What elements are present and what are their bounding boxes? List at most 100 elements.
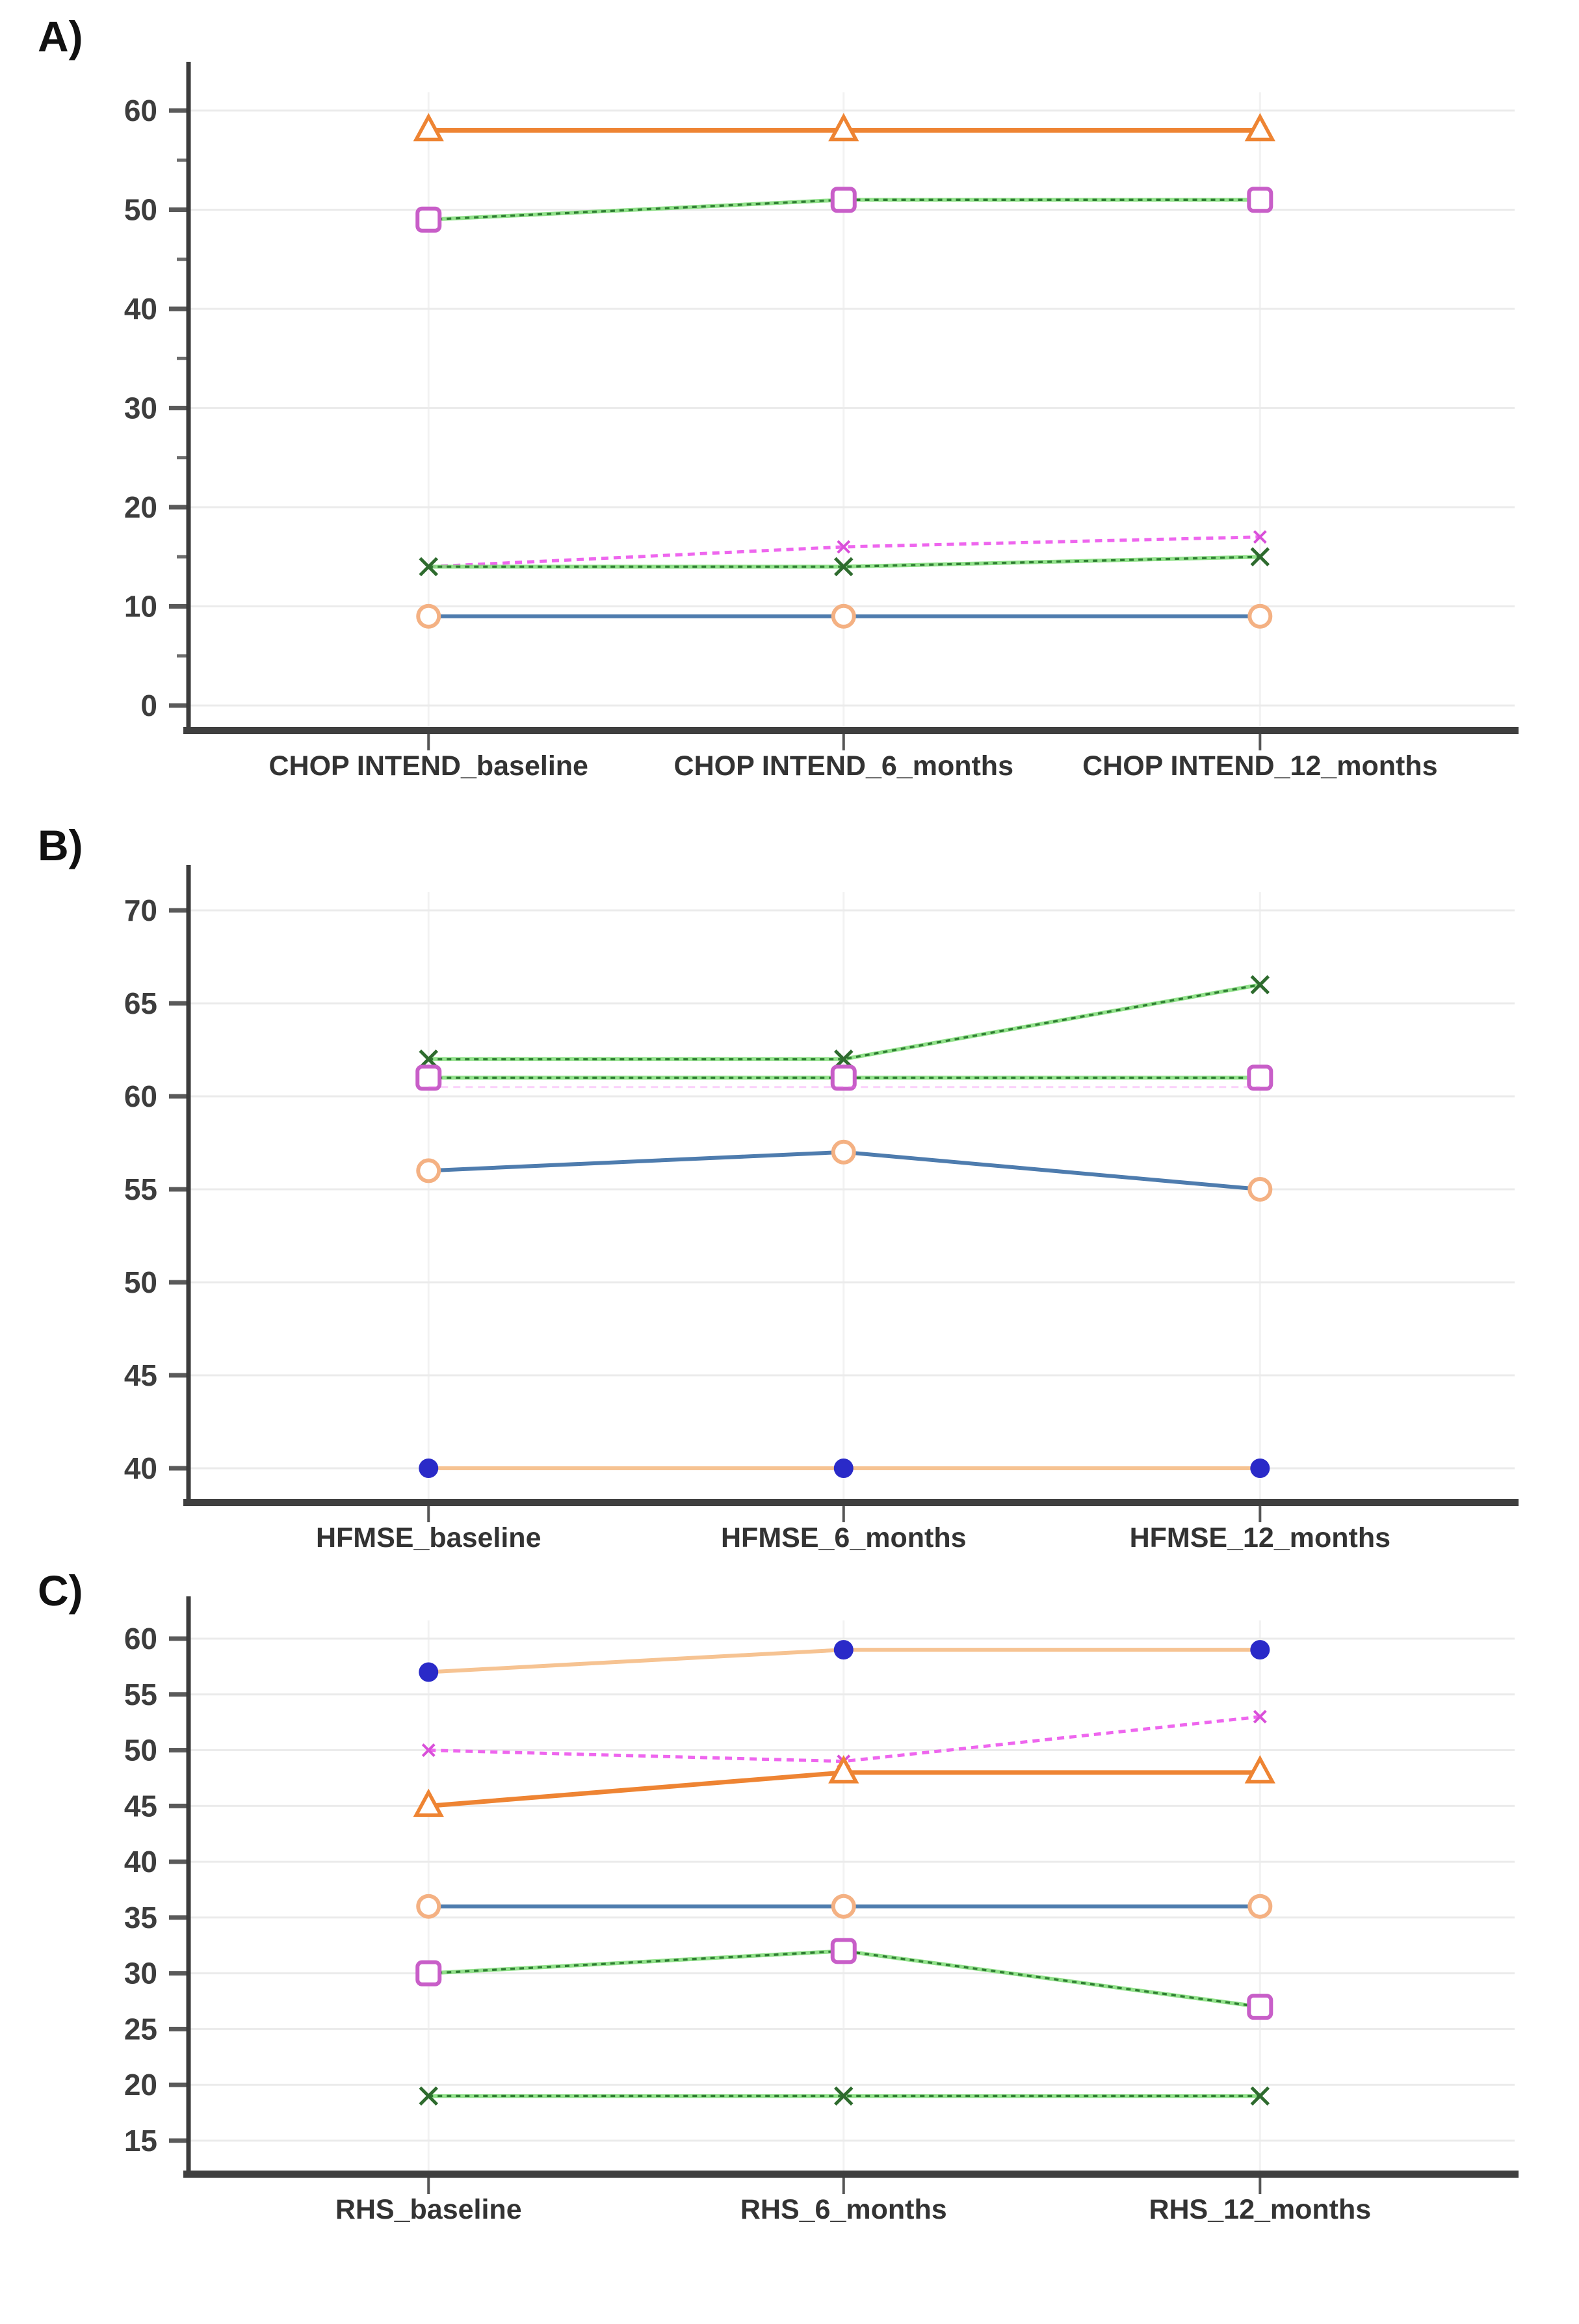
- y-tick-label: 40: [124, 1845, 157, 1879]
- y-tick: [169, 908, 189, 913]
- dot-marker: [419, 1662, 439, 1682]
- x-category-label: HFMSE_12_months: [1130, 1522, 1390, 1553]
- x-marker: [837, 540, 851, 554]
- y-tick: [169, 1466, 189, 1471]
- panel-a-label: A): [38, 12, 83, 60]
- x-marker: [833, 2086, 854, 2106]
- x-category-label: RHS_6_months: [740, 2194, 947, 2225]
- y-tick-label: 70: [124, 893, 157, 927]
- y-tick: [169, 1859, 189, 1864]
- circle-marker: [416, 1158, 441, 1183]
- x-category-label: CHOP INTEND_baseline: [269, 750, 588, 782]
- y-tick-label: 45: [124, 1358, 157, 1392]
- y-tick: [169, 1373, 189, 1378]
- y-minor-tick: [177, 158, 189, 162]
- chart-b-series-green-dash-square: [415, 1064, 1273, 1091]
- x-marker: [833, 557, 854, 577]
- square-marker: [1247, 1064, 1273, 1091]
- y-tick-label: 40: [124, 292, 157, 326]
- y-tick-label: 30: [124, 391, 157, 425]
- dot-marker: [419, 1459, 439, 1478]
- y-tick-label: 65: [124, 986, 157, 1020]
- y-minor-tick: [177, 555, 189, 559]
- x-category-label: CHOP INTEND_12_months: [1082, 750, 1437, 782]
- circle-marker: [831, 603, 856, 629]
- circle-marker: [831, 1894, 856, 1919]
- x-marker: [421, 1743, 436, 1757]
- square-marker: [415, 1960, 442, 1987]
- x-axis: [183, 2171, 1519, 2178]
- y-minor-tick: [177, 356, 189, 360]
- y-tick-label: 40: [124, 1451, 157, 1485]
- y-tick: [169, 1803, 189, 1808]
- triangle-marker: [1244, 1755, 1275, 1784]
- y-tick-label: 60: [124, 1079, 157, 1113]
- circle-marker: [1247, 1894, 1273, 1919]
- dot-marker: [1250, 1459, 1270, 1478]
- y-tick-label: 10: [124, 590, 157, 624]
- y-tick-label: 50: [124, 1734, 157, 1767]
- triangle-marker: [413, 112, 444, 142]
- triangle-marker: [413, 1788, 444, 1817]
- y-tick-label: 25: [124, 2012, 157, 2046]
- panel-b-label: B): [38, 821, 83, 869]
- y-tick: [169, 2026, 189, 2031]
- series-line: [428, 535, 1260, 568]
- series-line-dash: [428, 555, 1260, 568]
- y-tick-label: 30: [124, 1957, 157, 1990]
- y-tick: [169, 207, 189, 212]
- chart-c-series-orange-triangle: [413, 1755, 1275, 1817]
- y-tick: [169, 1748, 189, 1753]
- y-tick: [169, 1187, 189, 1192]
- square-marker: [415, 206, 442, 233]
- dot-marker: [833, 1640, 854, 1660]
- x-marker: [1253, 1710, 1267, 1724]
- square-marker: [415, 1064, 442, 1091]
- y-tick-label: 45: [124, 1789, 157, 1823]
- y-tick: [169, 505, 189, 510]
- circle-marker: [416, 1894, 441, 1919]
- y-tick-label: 35: [124, 1901, 157, 1934]
- panel-c-label: C): [38, 1566, 83, 1615]
- triangle-marker: [1244, 112, 1275, 142]
- chart-b-series-blue-circle: [416, 1139, 1273, 1202]
- square-marker: [1247, 187, 1273, 213]
- circle-marker: [1247, 1177, 1273, 1202]
- chart-c-series-green-dash-x: [419, 2086, 1270, 2106]
- y-minor-tick: [177, 654, 189, 658]
- circle-marker: [416, 603, 441, 629]
- y-tick-label: 55: [124, 1172, 157, 1206]
- y-minor-tick: [177, 257, 189, 261]
- x-axis: [183, 1499, 1519, 1506]
- y-tick: [169, 2082, 189, 2087]
- y-tick: [169, 604, 189, 609]
- x-marker: [1250, 2086, 1270, 2106]
- triangle-marker: [828, 1755, 859, 1784]
- y-tick-label: 20: [124, 490, 157, 524]
- y-tick-label: 50: [124, 193, 157, 227]
- chart-c-series-green-dash-square: [415, 1938, 1273, 2020]
- square-marker: [830, 1064, 857, 1091]
- chart-a: 0 10 20 30 40 50 60 CHOP INTEND_baseline CHOP IN…: [124, 62, 1519, 782]
- chart-a-series-blue-circle: [416, 603, 1273, 629]
- x-category-label: HFMSE_6_months: [721, 1522, 967, 1553]
- y-tick: [169, 406, 189, 410]
- chart-c-series-blue-circle: [416, 1894, 1273, 1919]
- x-marker: [1250, 547, 1270, 567]
- y-tick-label: 20: [124, 2068, 157, 2102]
- x-category-label: RHS_12_months: [1149, 2194, 1371, 2225]
- y-tick: [169, 1692, 189, 1697]
- chart-a-series-orange-triangle: [413, 112, 1275, 142]
- y-tick: [169, 108, 189, 113]
- x-category-label: HFMSE_baseline: [316, 1522, 542, 1553]
- square-marker: [1247, 1994, 1273, 2020]
- dot-marker: [1250, 1640, 1270, 1660]
- y-tick-label: 50: [124, 1265, 157, 1299]
- x-marker: [1250, 975, 1270, 995]
- x-category-label: CHOP INTEND_6_months: [674, 750, 1013, 782]
- square-marker: [830, 187, 857, 213]
- y-tick-label: 60: [124, 1622, 157, 1656]
- y-tick-label: 55: [124, 1678, 157, 1711]
